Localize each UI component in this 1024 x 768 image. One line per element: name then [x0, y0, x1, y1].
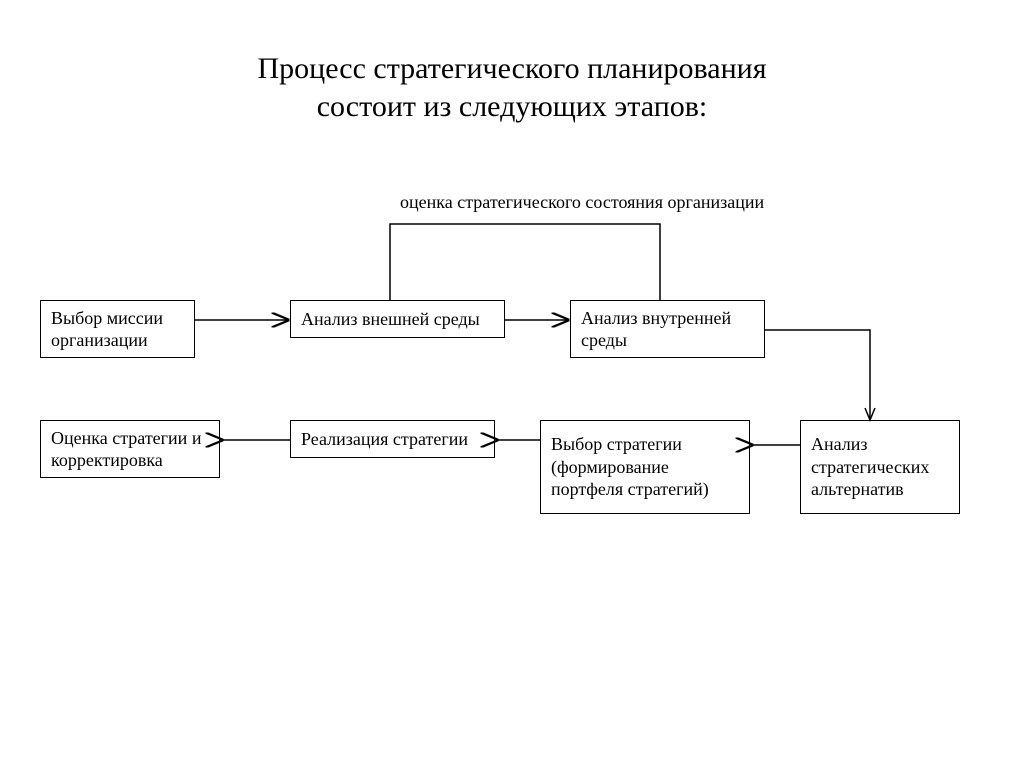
title-line-1: Процесс стратегического планирования	[257, 52, 766, 85]
title-line-2: состоит из следующих этапов:	[317, 90, 708, 123]
bracket-line	[390, 224, 660, 300]
box-mission-text: Выбор миссии организации	[51, 307, 184, 352]
page-title: Процесс стратегического планирования сос…	[0, 50, 1024, 125]
box-choose-strat-text: Выбор стратегии (формирование портфеля с…	[551, 433, 739, 501]
bracket-label: оценка стратегического состояния организ…	[400, 192, 764, 213]
box-implement: Реализация стратегии	[290, 420, 495, 458]
box-evaluate: Оценка стратегии и корректировка	[40, 420, 220, 478]
diagram-canvas: Процесс стратегического планирования сос…	[0, 0, 1024, 768]
box-mission: Выбор миссии организации	[40, 300, 195, 358]
arrow-3-4	[765, 330, 870, 418]
box-choose-strat: Выбор стратегии (формирование портфеля с…	[540, 420, 750, 514]
box-evaluate-text: Оценка стратегии и корректировка	[51, 427, 209, 472]
box-internal-env-text: Анализ внутренней среды	[581, 307, 754, 352]
box-alternatives-text: Анализ стратегических альтернатив	[811, 433, 949, 501]
box-implement-text: Реализация стратегии	[301, 428, 468, 451]
box-external-env: Анализ внешней среды	[290, 300, 505, 338]
box-external-env-text: Анализ внешней среды	[301, 308, 480, 331]
box-internal-env: Анализ внутренней среды	[570, 300, 765, 358]
box-alternatives: Анализ стратегических альтернатив	[800, 420, 960, 514]
arrow-3-4-head	[865, 408, 875, 420]
